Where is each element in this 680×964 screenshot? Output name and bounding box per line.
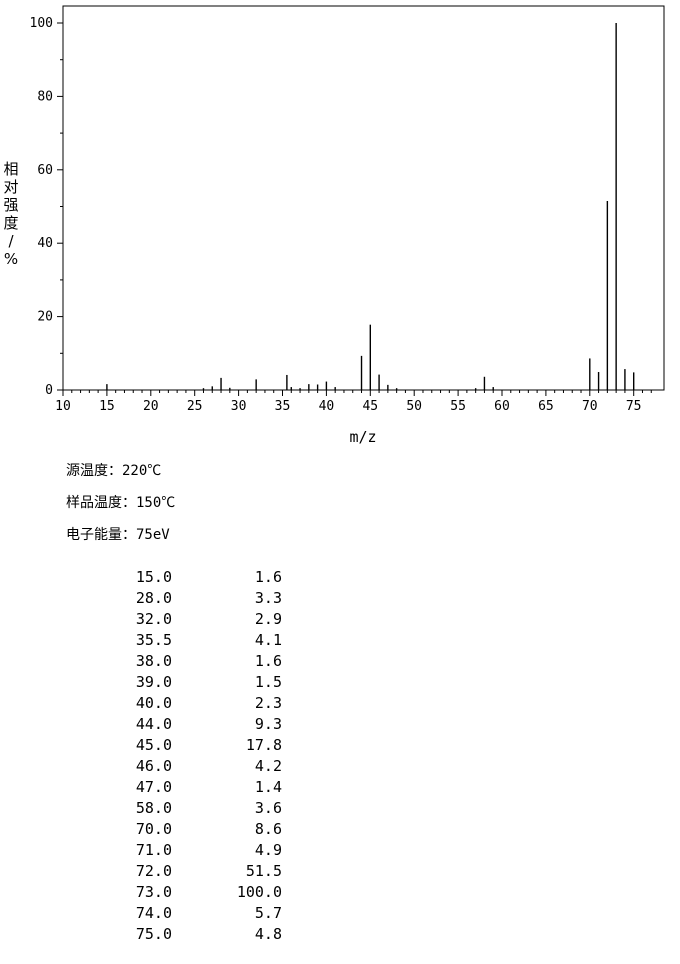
peak-mz: 47.0	[135, 778, 172, 796]
peak-intensity: 8.6	[254, 820, 282, 838]
y-tick-label: 40	[37, 236, 53, 251]
peak-intensity: 1.5	[254, 673, 282, 691]
peak-table-row: 74.0 5.7	[100, 903, 282, 924]
peak-table-row: 28.0 3.3	[100, 588, 282, 609]
source-temperature: 源温度：220℃	[66, 463, 162, 479]
peak-mz: 73.0	[135, 883, 172, 901]
y-tick-label: 20	[37, 310, 53, 325]
peak-table-row: 39.0 1.5	[100, 672, 282, 693]
peak-table-row: 45.0 17.8	[100, 735, 282, 756]
peak-mz: 15.0	[135, 568, 172, 586]
x-tick-label: 60	[494, 399, 510, 414]
y-axis-title-char: %	[3, 250, 19, 268]
sample-temperature: 样品温度：150℃	[66, 495, 176, 511]
peak-table: 15.0 1.6 28.0 3.3 32.0 2.9 35.5 4.1 38.0 1.6 39.0 1…	[100, 567, 282, 945]
y-tick-label: 60	[37, 163, 53, 178]
peak-intensity: 4.8	[254, 925, 282, 943]
peak-intensity: 4.1	[254, 631, 282, 649]
peak-table-row: 73.0 100.0	[100, 882, 282, 903]
x-tick-label: 35	[275, 399, 291, 414]
peak-table-row: 58.0 3.6	[100, 798, 282, 819]
x-tick-label: 15	[99, 399, 115, 414]
peak-intensity: 2.9	[254, 610, 282, 628]
x-tick-label: 55	[450, 399, 466, 414]
peak-intensity: 3.3	[254, 589, 282, 607]
peak-intensity: 51.5	[245, 862, 282, 880]
peak-mz: 32.0	[135, 610, 172, 628]
peak-mz: 75.0	[135, 925, 172, 943]
y-tick-label: 80	[37, 89, 53, 104]
peak-intensity: 1.6	[254, 568, 282, 586]
peak-table-row: 35.5 4.1	[100, 630, 282, 651]
y-tick-label: 100	[30, 16, 53, 31]
x-tick-label: 75	[626, 399, 642, 414]
x-tick-label: 25	[187, 399, 203, 414]
electron-energy: 电子能量：75eV	[66, 527, 170, 543]
peak-intensity: 5.7	[254, 904, 282, 922]
x-tick-label: 65	[538, 399, 554, 414]
x-tick-label: 40	[319, 399, 335, 414]
peak-intensity: 2.3	[254, 694, 282, 712]
axis-ticks: 10 15 20 25 30 35 40 45 50 55 60 65 70 75 0 20 40 60 80 100	[30, 16, 652, 414]
y-axis-title-char: 对	[3, 178, 19, 196]
y-axis-title-char: /	[8, 232, 14, 250]
peak-mz: 45.0	[135, 736, 172, 754]
peak-mz: 40.0	[135, 694, 172, 712]
peak-mz: 38.0	[135, 652, 172, 670]
x-tick-label: 50	[406, 399, 422, 414]
peak-intensity: 1.6	[254, 652, 282, 670]
peak-mz: 71.0	[135, 841, 172, 859]
y-axis-title-char: 相	[3, 160, 19, 178]
conditions-block: 源温度：220℃ 样品温度：150℃ 电子能量：75eV	[66, 455, 175, 551]
x-tick-label: 45	[362, 399, 378, 414]
y-tick-label: 0	[45, 383, 53, 398]
peak-mz: 70.0	[135, 820, 172, 838]
peak-mz: 46.0	[135, 757, 172, 775]
peak-table-row: 75.0 4.8	[100, 924, 282, 945]
peak-table-row: 47.0 1.4	[100, 777, 282, 798]
peak-intensity: 17.8	[245, 736, 282, 754]
x-tick-label: 20	[143, 399, 159, 414]
x-tick-label: 10	[55, 399, 71, 414]
y-axis-title-char: 强	[3, 196, 19, 214]
x-tick-label: 70	[582, 399, 598, 414]
peak-mz: 44.0	[135, 715, 172, 733]
peak-intensity: 3.6	[254, 799, 282, 817]
peak-table-row: 72.0 51.5	[100, 861, 282, 882]
peak-intensity: 4.2	[254, 757, 282, 775]
peak-mz: 39.0	[135, 673, 172, 691]
peak-table-row: 46.0 4.2	[100, 756, 282, 777]
peak-mz: 58.0	[135, 799, 172, 817]
peak-intensity: 4.9	[254, 841, 282, 859]
peak-mz: 35.5	[135, 631, 172, 649]
y-axis-title: 相对强度 /%	[0, 160, 22, 268]
peak-table-row: 44.0 9.3	[100, 714, 282, 735]
peak-table-row: 40.0 2.3	[100, 693, 282, 714]
peak-table-row: 70.0 8.6	[100, 819, 282, 840]
x-axis-title: m/z	[349, 428, 376, 446]
peak-bars	[106, 23, 635, 390]
peak-table-row: 15.0 1.6	[100, 567, 282, 588]
mass-spectrum-chart: 10 15 20 25 30 35 40 45 50 55 60 65 70 75 0 20 40 60 80 100…	[30, 5, 665, 446]
peak-intensity: 100.0	[236, 883, 282, 901]
peak-table-row: 32.0 2.9	[100, 609, 282, 630]
peak-intensity: 9.3	[254, 715, 282, 733]
peak-table-row: 38.0 1.6	[100, 651, 282, 672]
x-tick-label: 30	[231, 399, 247, 414]
peak-intensity: 1.4	[254, 778, 282, 796]
y-axis-title-char: 度	[3, 214, 19, 232]
plot-frame	[62, 5, 665, 391]
peak-table-row: 71.0 4.9	[100, 840, 282, 861]
peak-mz: 28.0	[135, 589, 172, 607]
peak-mz: 74.0	[135, 904, 172, 922]
peak-mz: 72.0	[135, 862, 172, 880]
